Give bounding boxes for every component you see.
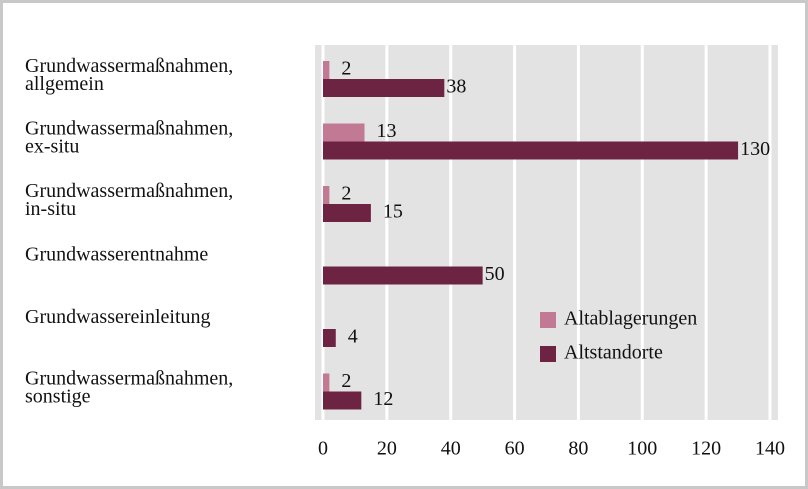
value-label: 2 bbox=[341, 370, 351, 392]
bar bbox=[323, 266, 483, 285]
bar bbox=[323, 186, 330, 204]
value-label: 50 bbox=[485, 263, 505, 285]
y-tick-label: Grundwassermaßnahmen, bbox=[25, 55, 233, 77]
bar bbox=[323, 61, 330, 79]
value-label: 12 bbox=[373, 388, 393, 410]
legend-swatch bbox=[540, 312, 556, 328]
y-tick-label: Grundwassermaßnahmen, bbox=[25, 180, 233, 202]
bar bbox=[323, 329, 336, 347]
x-tick-label: 60 bbox=[505, 438, 525, 460]
y-tick-label: ex-situ bbox=[25, 135, 79, 157]
x-tick-label: 20 bbox=[377, 438, 397, 460]
x-tick-label: 0 bbox=[318, 438, 328, 460]
legend-label: Altablagerungen bbox=[564, 308, 697, 330]
value-label: 4 bbox=[348, 326, 358, 348]
x-tick-label: 120 bbox=[691, 438, 721, 460]
value-label: 13 bbox=[377, 120, 397, 142]
y-tick-label: Grundwassermaßnahmen, bbox=[25, 117, 233, 139]
x-tick-label: 100 bbox=[627, 438, 657, 460]
value-label: 2 bbox=[341, 58, 351, 80]
value-label: 15 bbox=[383, 201, 403, 223]
x-tick-label: 80 bbox=[568, 438, 588, 460]
x-tick-label: 140 bbox=[755, 438, 785, 460]
bar bbox=[323, 79, 445, 97]
legend-label: Altstandorte bbox=[564, 342, 663, 364]
bar bbox=[323, 391, 362, 410]
legend-swatch bbox=[540, 346, 556, 362]
value-label: 38 bbox=[446, 76, 466, 98]
bar bbox=[323, 123, 365, 142]
y-tick-label: allgemein bbox=[25, 73, 104, 95]
plot-area bbox=[315, 45, 778, 420]
bar bbox=[323, 141, 739, 160]
y-tick-label: Grundwasserentnahme bbox=[25, 243, 208, 265]
y-tick-label: sonstige bbox=[25, 385, 91, 407]
y-tick-label: in-situ bbox=[25, 198, 76, 220]
y-tick-label: Grundwassermaßnahmen, bbox=[25, 367, 233, 389]
value-label: 2 bbox=[341, 183, 351, 205]
y-tick-label: Grundwassereinleitung bbox=[25, 306, 211, 328]
bar bbox=[323, 373, 330, 392]
bar bbox=[323, 204, 371, 222]
x-tick-label: 40 bbox=[441, 438, 461, 460]
value-label: 130 bbox=[740, 138, 770, 160]
